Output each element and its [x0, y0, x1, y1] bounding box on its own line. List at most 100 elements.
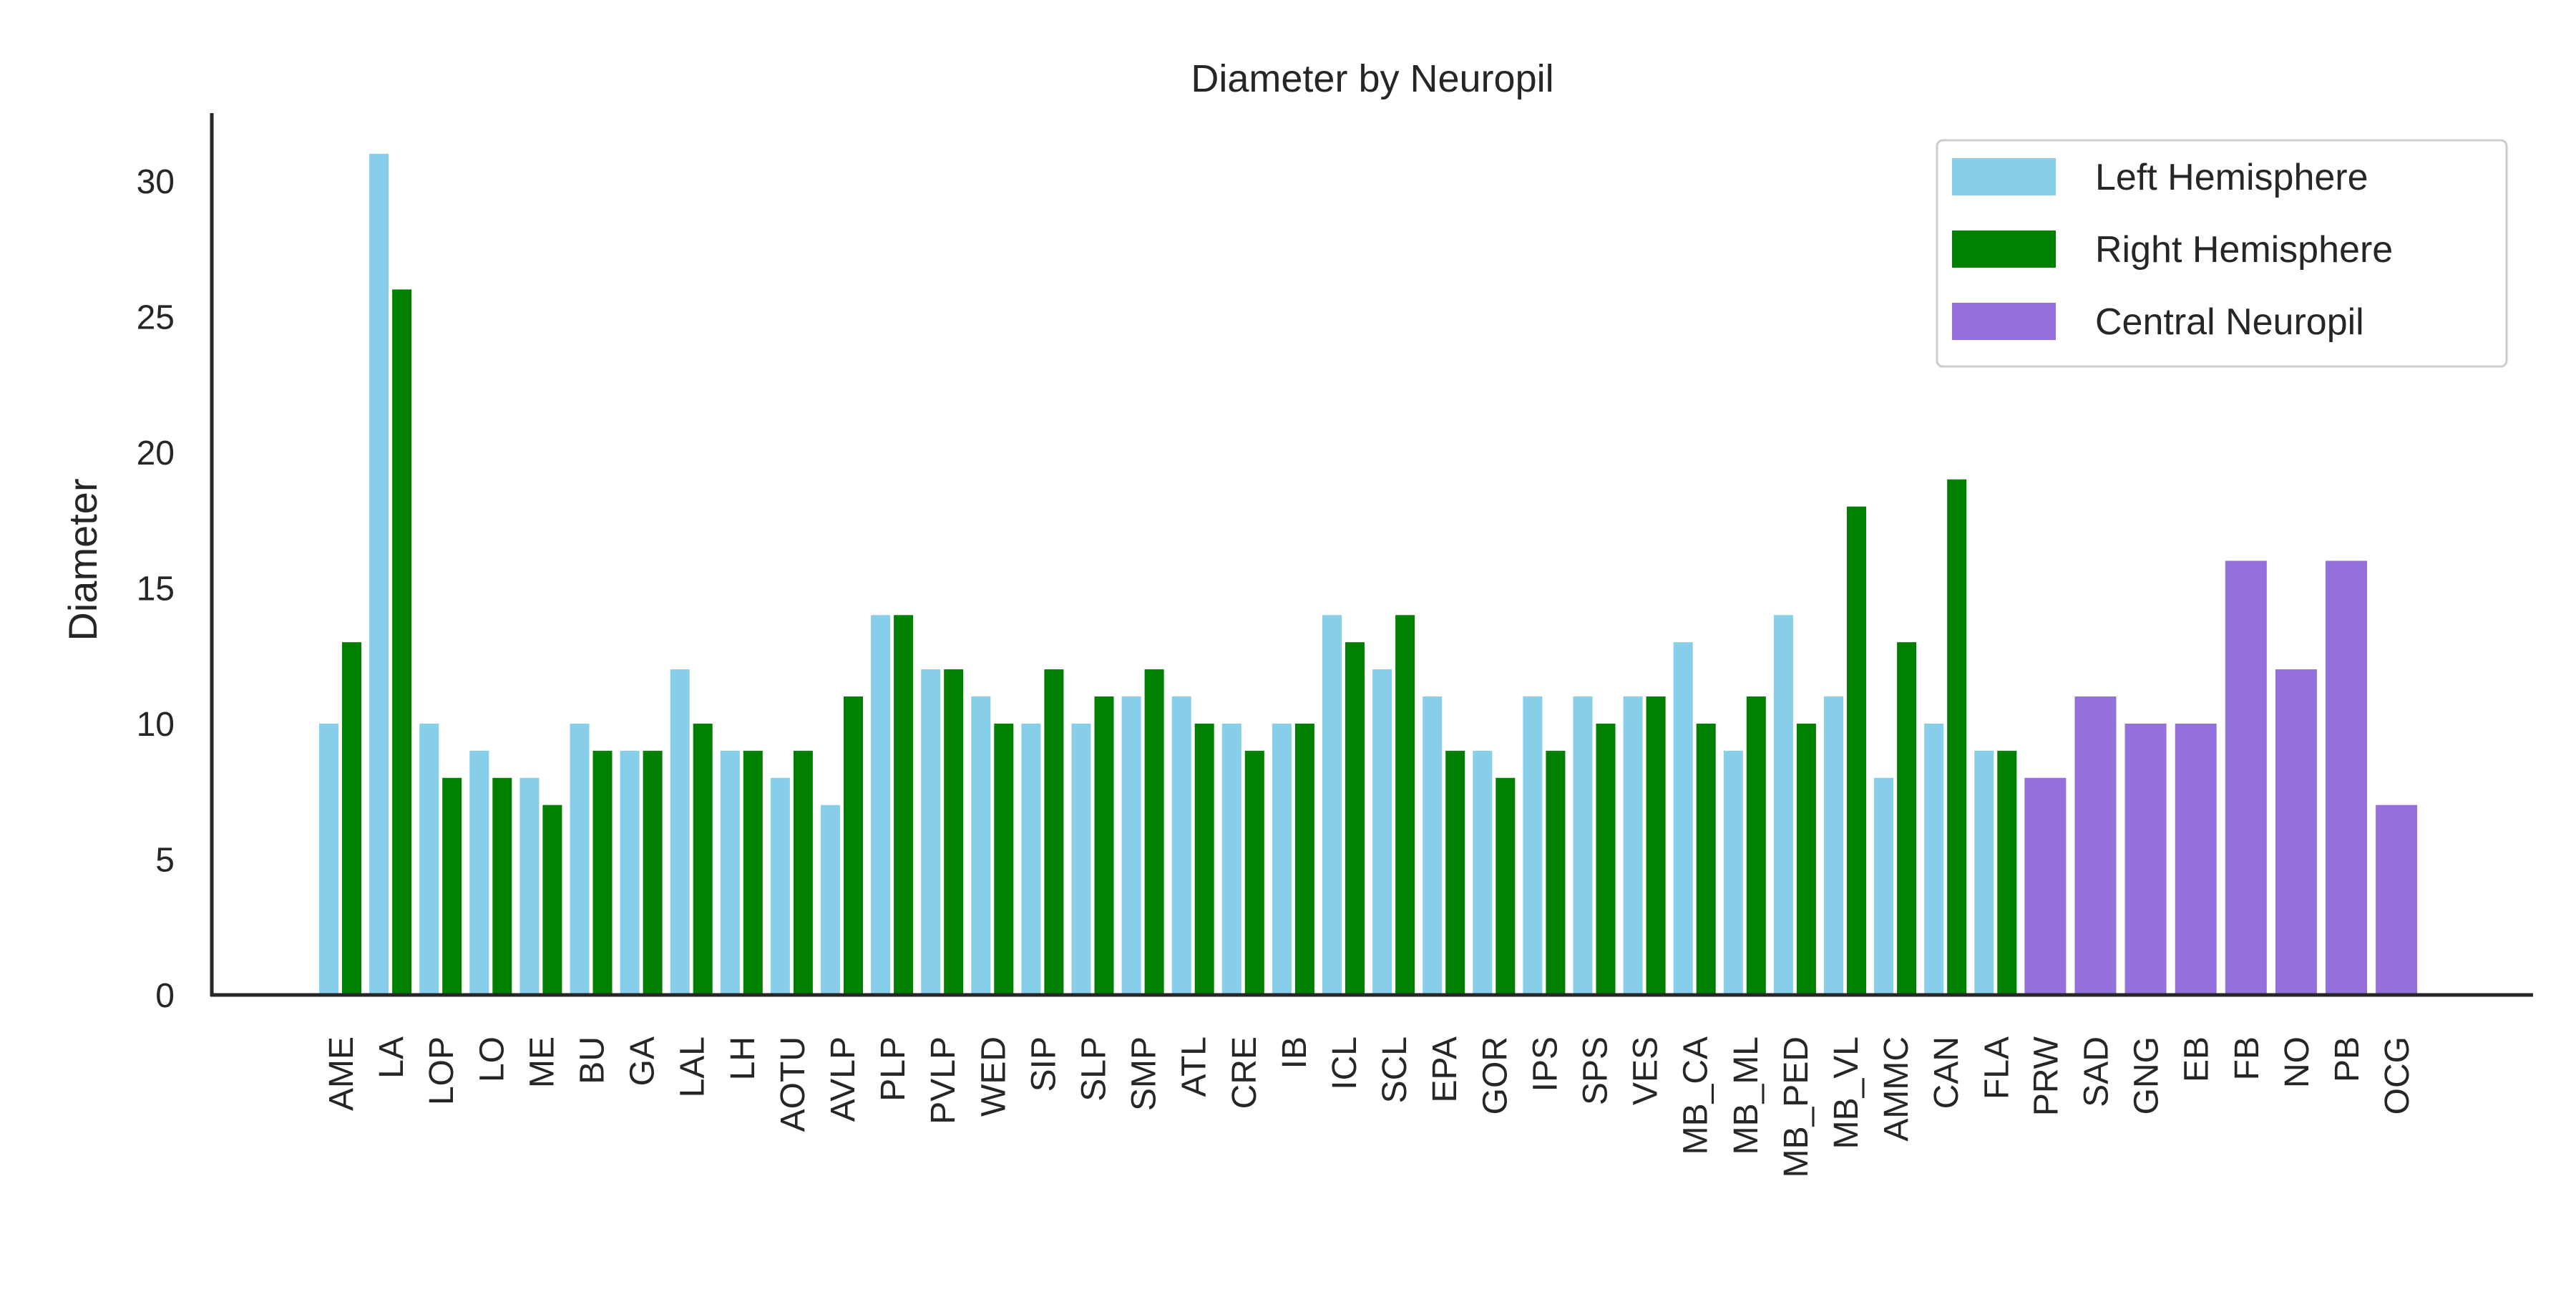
x-tick-label: LAL — [674, 1036, 712, 1097]
x-tick-label: ME — [523, 1036, 561, 1088]
bar-right-aotu — [793, 750, 813, 995]
bar-right-avlp — [844, 696, 863, 995]
y-tick-label: 5 — [155, 841, 175, 879]
bar-left-cre — [1221, 723, 1241, 995]
bar-left-ga — [620, 750, 640, 995]
x-tick-label: EPA — [1426, 1036, 1464, 1102]
bar-right-mb_vl — [1847, 506, 1866, 995]
x-tick-label: MB_CA — [1677, 1036, 1715, 1155]
x-tick-label: FLA — [1978, 1036, 2016, 1099]
legend-label-left: Left Hemisphere — [2095, 157, 2368, 198]
x-tick-label: FB — [2228, 1036, 2266, 1080]
bar-right-ammc — [1897, 642, 1917, 995]
chart-title: Diameter by Neuropil — [1191, 57, 1553, 100]
x-tick-label: PVLP — [924, 1036, 962, 1125]
bar-right-ib — [1294, 723, 1314, 995]
x-tick-label: SCL — [1376, 1036, 1414, 1103]
bar-left-fla — [1974, 750, 1994, 995]
x-tick-label: GNG — [2128, 1036, 2166, 1114]
x-tick-label: VES — [1627, 1036, 1665, 1105]
bar-right-can — [1947, 479, 1967, 995]
legend-swatch-central — [1952, 303, 2056, 340]
bar-left-bu — [570, 723, 590, 995]
x-tick-label: PB — [2328, 1036, 2366, 1082]
bar-left-can — [1924, 723, 1944, 995]
bar-left-mb_vl — [1824, 696, 1843, 995]
bar-right-la — [392, 289, 412, 995]
bar-right-wed — [994, 723, 1014, 995]
x-tick-label: GA — [624, 1036, 662, 1086]
x-tick-label: ATL — [1176, 1036, 1214, 1097]
y-tick-label: 15 — [137, 570, 175, 608]
bar-left-epa — [1423, 696, 1443, 995]
bar-right-mb_ped — [1796, 723, 1816, 995]
x-tick-label: MB_PED — [1777, 1036, 1815, 1177]
y-tick-label: 20 — [137, 434, 175, 472]
bar-left-ib — [1272, 723, 1292, 995]
x-tick-label: IB — [1276, 1036, 1314, 1069]
bar-right-mb_ml — [1746, 696, 1766, 995]
bar-left-ips — [1523, 696, 1543, 995]
bar-right-mb_ca — [1696, 723, 1716, 995]
x-tick-label: LH — [724, 1036, 762, 1080]
bar-left-icl — [1322, 615, 1342, 995]
x-tick-label: PRW — [2027, 1036, 2065, 1116]
bar-right-slp — [1094, 696, 1114, 995]
bar-left-ves — [1623, 696, 1643, 995]
bar-left-aotu — [770, 777, 790, 995]
x-tick-label: GOR — [1476, 1036, 1514, 1114]
bar-left-pvlp — [921, 669, 941, 995]
y-axis-label: Diameter — [60, 478, 105, 641]
legend-label-right: Right Hemisphere — [2095, 229, 2393, 271]
bar-right-plp — [894, 615, 914, 995]
x-tick-label: SIP — [1025, 1036, 1063, 1092]
y-tick-label: 30 — [137, 163, 175, 201]
x-tick-label: LO — [473, 1036, 511, 1082]
bar-left-sps — [1573, 696, 1593, 995]
bar-central-pb — [2326, 560, 2367, 995]
bar-right-fla — [1997, 750, 2017, 995]
bar-left-wed — [971, 696, 991, 995]
bar-right-sip — [1044, 669, 1064, 995]
x-tick-label: ICL — [1326, 1036, 1364, 1090]
bar-left-ammc — [1874, 777, 1894, 995]
x-tick-label: LOP — [423, 1036, 461, 1105]
bar-right-pvlp — [944, 669, 964, 995]
legend-label-central: Central Neuropil — [2095, 301, 2364, 343]
bar-central-no — [2275, 669, 2317, 995]
x-tick-label: NO — [2278, 1036, 2316, 1088]
bar-right-me — [542, 805, 562, 995]
bar-right-epa — [1445, 750, 1465, 995]
x-tick-label: EB — [2178, 1036, 2216, 1082]
bar-left-gor — [1473, 750, 1493, 995]
bar-left-lh — [720, 750, 740, 995]
x-tick-label: AME — [323, 1036, 361, 1111]
bar-right-sps — [1596, 723, 1616, 995]
bar-left-smp — [1121, 696, 1141, 995]
bar-left-sip — [1021, 723, 1041, 995]
bar-central-eb — [2175, 723, 2217, 995]
bar-left-mb_ped — [1773, 615, 1793, 995]
bar-left-slp — [1071, 723, 1091, 995]
x-tick-label: CAN — [1928, 1036, 1966, 1109]
bar-left-mb_ca — [1673, 642, 1693, 995]
bar-right-ves — [1646, 696, 1666, 995]
bar-right-atl — [1194, 723, 1214, 995]
bar-right-lal — [693, 723, 713, 995]
bar-left-atl — [1171, 696, 1191, 995]
bar-left-la — [369, 153, 389, 995]
x-tick-label: SPS — [1577, 1036, 1615, 1105]
x-tick-label: PLP — [874, 1036, 912, 1102]
bar-left-lop — [419, 723, 439, 995]
x-axis-ticks: AME LA LOP LO ME BU GA LAL LH AOTU AVLP PLP PVLP WED S… — [323, 1036, 2416, 1177]
bar-right-lh — [743, 750, 763, 995]
x-tick-label: MB_VL — [1828, 1036, 1865, 1149]
x-tick-label: WED — [975, 1036, 1013, 1117]
bar-left-lal — [670, 669, 690, 995]
x-tick-label: MB_ML — [1727, 1036, 1765, 1155]
bar-right-smp — [1144, 669, 1164, 995]
bar-central-ocg — [2376, 805, 2418, 995]
legend: Left Hemisphere Right Hemisphere Central N… — [1936, 139, 2508, 368]
bar-left-plp — [871, 615, 891, 995]
